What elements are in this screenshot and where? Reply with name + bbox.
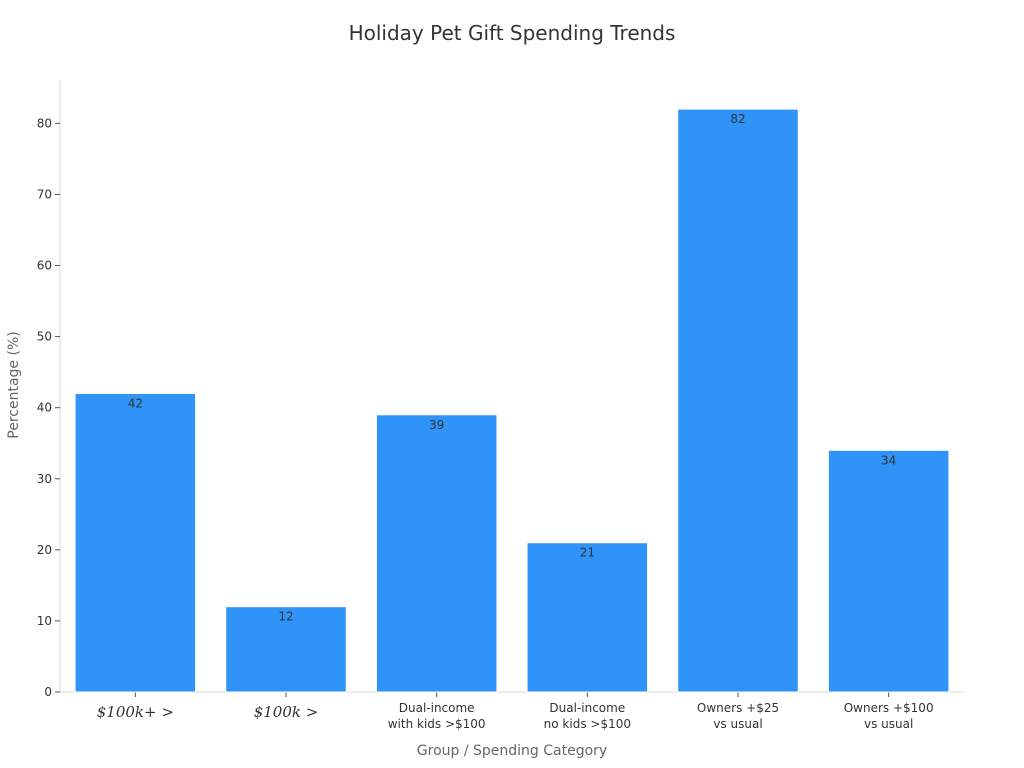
y-axis-label: Percentage (%)	[6, 331, 22, 438]
bar	[677, 108, 799, 693]
chart-title: Holiday Pet Gift Spending Trends	[349, 21, 676, 45]
x-tick-label: Dual-income no kids >$100	[544, 701, 631, 731]
y-axis: 0 10 20 30 40 50 60 70 80	[37, 80, 61, 699]
x-tick-label: $100k+ >	[97, 703, 174, 721]
data-label: 21	[580, 546, 595, 560]
y-tick-label: 40	[37, 401, 52, 415]
data-labels: 42 12 39 21 82 34	[128, 112, 897, 624]
x-tick-label: Owners +$25 vs usual	[697, 701, 779, 731]
x-tick-label: Owners +$100 vs usual	[844, 701, 934, 731]
x-tick-label: $100k >	[254, 703, 319, 721]
y-tick-label: 60	[37, 259, 52, 273]
bar	[74, 392, 197, 693]
bar	[827, 449, 950, 693]
data-label: 12	[278, 610, 293, 624]
y-tick-label: 50	[37, 330, 52, 344]
data-label: 42	[128, 396, 143, 410]
x-axis-label: Group / Spending Category	[417, 743, 607, 759]
y-tick-label: 0	[44, 685, 52, 699]
x-tick-label: Dual-income with kids >$100	[388, 701, 486, 731]
bars	[74, 108, 950, 693]
bar	[225, 606, 347, 693]
y-tick-label: 70	[37, 187, 52, 201]
y-tick-label: 30	[37, 472, 52, 486]
data-label: 39	[429, 418, 444, 432]
data-label: 82	[730, 112, 745, 126]
bar	[526, 542, 649, 693]
y-tick-label: 20	[37, 543, 52, 557]
y-tick-label: 80	[37, 116, 52, 130]
x-axis: $100k+ > $100k > Dual-income with kids >$10…	[60, 691, 964, 731]
data-label: 34	[881, 453, 896, 467]
y-tick-label: 10	[37, 614, 52, 628]
bar	[375, 414, 498, 693]
